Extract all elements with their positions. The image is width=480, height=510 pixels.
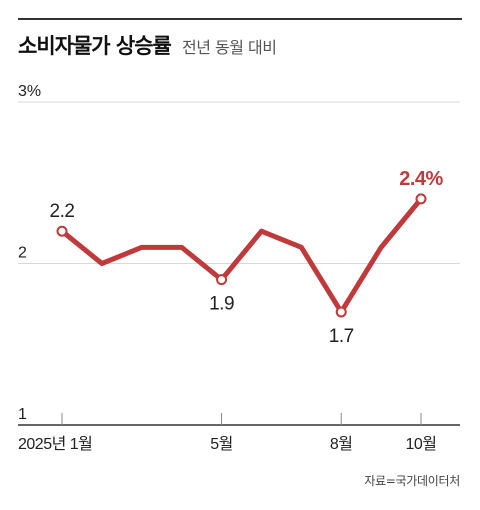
source-note: 자료=국가데이터처 xyxy=(364,474,460,488)
data-label-4: 1.9 xyxy=(209,294,234,315)
marker-4 xyxy=(216,274,228,286)
x-tick-label-0: 2025년 1월 xyxy=(18,435,92,453)
data-label-0: 2.2 xyxy=(50,201,75,222)
series-line xyxy=(59,196,424,315)
line-layer xyxy=(59,196,424,315)
top-rule xyxy=(18,18,462,20)
label-layer: 2.2 1.9 1.7 2.4% xyxy=(50,168,444,347)
chart-title: 소비자물가 상승률 xyxy=(18,34,172,58)
x-tick-label-9: 10월 xyxy=(405,435,436,453)
marker-0 xyxy=(56,225,68,237)
marker-9 xyxy=(415,193,427,205)
chart-subtitle: 전년 동월 대비 xyxy=(181,38,277,57)
marker-layer xyxy=(56,193,427,318)
data-label-9: 2.4% xyxy=(399,168,443,190)
y-tick-label-1: 1 xyxy=(18,406,27,423)
x-tick-label-4: 5월 xyxy=(210,435,233,453)
grid-layer xyxy=(18,101,460,264)
y-tick-label-3: 3% xyxy=(18,83,41,100)
axis-layer: 3% 2 1 2025년 1월 5월 8월 10월 xyxy=(18,83,460,453)
x-tick-label-7: 8월 xyxy=(330,435,353,453)
chart-header: 소비자물가 상승률 전년 동월 대비 xyxy=(18,30,277,60)
y-tick-label-2: 2 xyxy=(18,245,27,262)
marker-7 xyxy=(335,306,347,318)
data-label-7: 1.7 xyxy=(329,326,354,347)
